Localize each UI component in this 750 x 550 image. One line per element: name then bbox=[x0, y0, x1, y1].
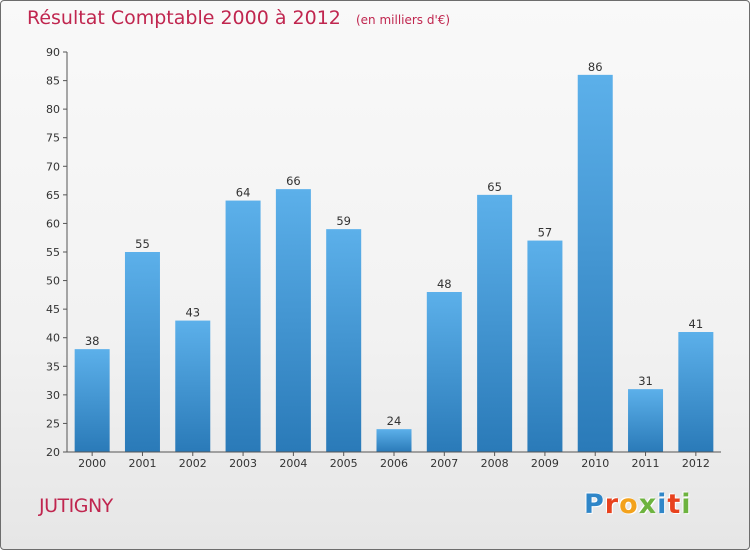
bar-2011 bbox=[628, 389, 664, 452]
y-tick-label: 20 bbox=[46, 446, 60, 459]
logo-letter: i bbox=[657, 489, 668, 520]
value-label-2008: 65 bbox=[487, 180, 502, 194]
y-tick-label: 25 bbox=[46, 417, 60, 430]
bar-2002 bbox=[175, 320, 211, 452]
x-tick-label-2012: 2012 bbox=[682, 457, 710, 470]
x-tick-label-2004: 2004 bbox=[279, 457, 307, 470]
bar-2012 bbox=[678, 332, 714, 452]
value-label-2006: 24 bbox=[387, 414, 402, 428]
bar-2007 bbox=[426, 292, 462, 452]
bar-2000 bbox=[74, 349, 110, 452]
y-tick-label: 35 bbox=[46, 360, 60, 373]
value-label-2011: 31 bbox=[638, 374, 653, 388]
commune-name: JUTIGNY bbox=[39, 495, 113, 517]
x-tick-label-2006: 2006 bbox=[380, 457, 408, 470]
logo-letter: x bbox=[638, 489, 658, 520]
logo-letter: r bbox=[604, 489, 620, 520]
value-label-2007: 48 bbox=[437, 277, 452, 291]
value-label-2009: 57 bbox=[538, 226, 553, 240]
y-tick-label: 75 bbox=[46, 132, 60, 145]
x-tick-label-2010: 2010 bbox=[581, 457, 609, 470]
y-tick-label: 30 bbox=[46, 389, 60, 402]
bar-2010 bbox=[577, 74, 613, 452]
logo-letter: o bbox=[619, 489, 639, 520]
value-label-2002: 43 bbox=[185, 306, 200, 320]
bar-2008 bbox=[477, 194, 513, 452]
y-tick-label: 65 bbox=[46, 189, 60, 202]
x-tick-label-2011: 2011 bbox=[632, 457, 660, 470]
y-tick-label: 85 bbox=[46, 75, 60, 88]
y-tick-label: 45 bbox=[46, 303, 60, 316]
x-tick-label-2001: 2001 bbox=[128, 457, 156, 470]
x-tick-label-2003: 2003 bbox=[229, 457, 257, 470]
chart-title: Résultat Comptable 2000 à 2012 (en milli… bbox=[27, 7, 450, 29]
y-tick-label: 80 bbox=[46, 103, 60, 116]
x-tick-label-2005: 2005 bbox=[330, 457, 358, 470]
y-tick-label: 40 bbox=[46, 332, 60, 345]
logo-letter: t bbox=[667, 489, 682, 520]
logo-letter: P bbox=[584, 489, 605, 520]
title-text: Résultat Comptable 2000 à 2012 bbox=[27, 7, 341, 29]
bar-2001 bbox=[124, 252, 160, 452]
x-axis: 2000 2001 2002 2003 2004 2005 2006 2007 2008 2009… bbox=[67, 451, 721, 470]
x-tick-label-2008: 2008 bbox=[481, 457, 509, 470]
y-tick-label: 60 bbox=[46, 217, 60, 230]
bar-2004 bbox=[275, 189, 311, 452]
logo-letter: i bbox=[681, 489, 692, 520]
value-label-2000: 38 bbox=[85, 334, 100, 348]
bar-2009 bbox=[527, 240, 563, 452]
unit-note: (en milliers d'€) bbox=[355, 13, 451, 27]
bar-2005 bbox=[326, 229, 362, 452]
y-tick-label: 90 bbox=[46, 46, 60, 59]
value-label-2010: 86 bbox=[588, 60, 603, 74]
y-tick-label: 50 bbox=[46, 275, 60, 288]
value-label-2001: 55 bbox=[135, 237, 150, 251]
value-label-2005: 59 bbox=[336, 214, 351, 228]
value-label-2003: 64 bbox=[236, 186, 251, 200]
y-tick-label: 55 bbox=[46, 246, 60, 259]
proxiti-logo[interactable]: Proxiti bbox=[584, 489, 692, 520]
y-tick-label: 70 bbox=[46, 160, 60, 173]
x-tick-label-2009: 2009 bbox=[531, 457, 559, 470]
value-label-2004: 66 bbox=[286, 174, 301, 188]
bar-2006 bbox=[376, 429, 412, 452]
x-tick-label-2000: 2000 bbox=[78, 457, 106, 470]
y-axis: 20 25 30 35 40 45 50 55 60 65 70 75 80 85 90 bbox=[46, 46, 68, 459]
x-tick-label-2002: 2002 bbox=[179, 457, 207, 470]
x-tick-label-2007: 2007 bbox=[430, 457, 458, 470]
bar-2003 bbox=[225, 200, 261, 452]
value-label-2012: 41 bbox=[689, 317, 704, 331]
bars: 38 55 43 64 66 59 24 48 65 57 86 31 41 bbox=[74, 60, 714, 452]
